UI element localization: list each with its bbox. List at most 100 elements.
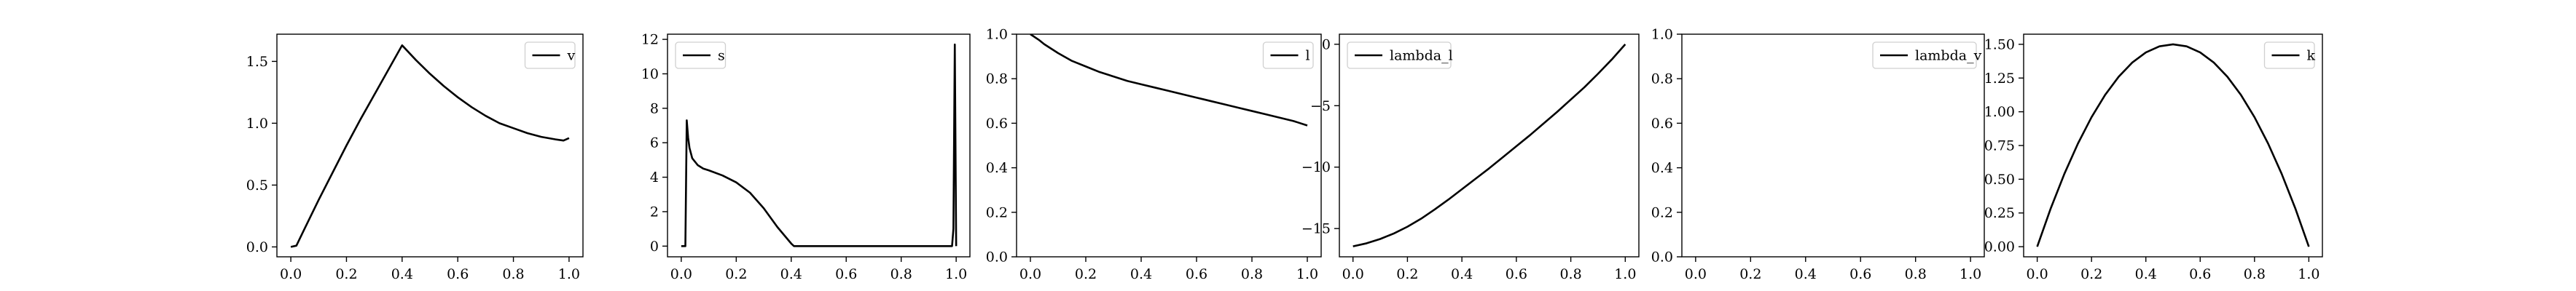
y-tick-label: −10 (1301, 159, 1331, 175)
legend-label: v (567, 48, 576, 64)
legend-label: l (1306, 48, 1310, 64)
legend-label: s (718, 48, 725, 64)
x-tick-label: 0.0 (1019, 266, 1041, 282)
series-line-k (2036, 43, 2310, 247)
axes-frame (1339, 33, 1640, 258)
y-tick-label: 0 (1322, 36, 1331, 52)
legend: v (524, 41, 576, 69)
x-tick-label: 0.8 (1559, 266, 1581, 282)
x-tick-label: 0.6 (1849, 266, 1871, 282)
chart-panel-5: 0.0 0.2 0.4 0.6 0.8 1.0 0.0 0.2 0.4 0.6 0.8 1.0 lamb… (1651, 27, 1985, 282)
y-tick-label: 1.0 (1651, 27, 1673, 43)
y-tick-label: 4 (650, 170, 659, 186)
y-tick-label: 2 (650, 204, 659, 220)
axes-frame (667, 33, 971, 258)
x-tick-label: 1.0 (1960, 266, 1981, 282)
x-tick-label: 0.6 (1506, 266, 1527, 282)
x-tick-label: 0.8 (1905, 266, 1927, 282)
legend-label: k (2307, 48, 2316, 64)
chart-panel-6: 0.0 0.2 0.4 0.6 0.8 1.0 0.00 0.25 0.50 0.75 1.00 1.… (1984, 33, 2323, 282)
y-tick-label: 10 (641, 66, 659, 82)
legend: lambda_v (1872, 41, 1982, 69)
legend-box (1347, 41, 1452, 69)
series-line-l (1030, 34, 1308, 127)
x-tick-label: 0.4 (1130, 266, 1152, 282)
y-tick-label: 6 (650, 135, 659, 151)
y-tick-label: 1.25 (1984, 71, 2015, 87)
y-tick-label: −5 (1310, 98, 1331, 114)
y-tick-label: 0.0 (986, 250, 1008, 266)
y-tick-label: 0.8 (1651, 71, 1673, 87)
x-tick-label: 0.6 (835, 266, 857, 282)
y-tick-label: −15 (1301, 221, 1331, 237)
y-tick-label: 0.0 (246, 239, 268, 255)
x-tick-label: 0.6 (2189, 266, 2211, 282)
x-tick-label: 0.8 (2244, 266, 2266, 282)
y-tick-label: 0.4 (1651, 160, 1673, 176)
axes-frame (1016, 33, 1322, 258)
y-tick-label: 1.00 (1984, 104, 2015, 120)
x-tick-label: 0.0 (1342, 266, 1364, 282)
y-tick-label: 0.4 (986, 160, 1008, 176)
y-tick-label: 1.0 (246, 116, 268, 132)
x-tick-label: 1.0 (945, 266, 967, 282)
x-tick-label: 0.4 (1795, 266, 1817, 282)
x-tick-label: 0.4 (2135, 266, 2157, 282)
x-tick-label: 0.6 (1186, 266, 1207, 282)
legend: k (2263, 41, 2316, 69)
y-tick-label: 0.50 (1984, 172, 2015, 188)
x-tick-label: 0.2 (1739, 266, 1761, 282)
x-tick-label: 1.0 (2298, 266, 2319, 282)
y-tick-label: 0 (650, 239, 659, 255)
y-tick-label: 0.6 (1651, 116, 1673, 132)
x-tick-label: 0.2 (2080, 266, 2102, 282)
x-tick-label: 0.2 (1396, 266, 1418, 282)
y-tick-label: 1.5 (246, 54, 268, 70)
legend: s (675, 41, 727, 69)
legend: lambda_l (1347, 41, 1453, 69)
x-tick-label: 0.8 (502, 266, 524, 282)
x-tick-label: 1.0 (1296, 266, 1318, 282)
x-tick-label: 0.4 (391, 266, 413, 282)
series-line-v (290, 44, 570, 248)
y-tick-label: 1.50 (1984, 36, 2015, 52)
y-tick-label: 0.8 (986, 71, 1008, 87)
x-tick-label: 0.2 (1075, 266, 1097, 282)
legend: l (1262, 41, 1314, 69)
x-tick-label: 0.0 (2027, 266, 2048, 282)
x-tick-label: 0.2 (335, 266, 357, 282)
y-tick-label: 1.0 (986, 27, 1008, 43)
y-tick-label: 0.00 (1984, 239, 2015, 255)
x-tick-label: 0.6 (447, 266, 469, 282)
y-tick-label: 12 (641, 32, 659, 48)
chart-panel-1: 0.0 0.2 0.4 0.6 0.8 1.0 0.0 0.5 1.0 1.5 v (246, 33, 584, 282)
x-tick-label: 0.0 (280, 266, 302, 282)
legend-box (1872, 41, 1977, 69)
x-tick-label: 0.8 (890, 266, 912, 282)
x-tick-label: 0.8 (1241, 266, 1263, 282)
legend-label: lambda_l (1390, 48, 1453, 64)
y-tick-label: 0.6 (986, 116, 1008, 132)
y-tick-label: 0.0 (1651, 250, 1673, 266)
chart-panel-2: 0.0 0.2 0.4 0.6 0.8 1.0 0 2 4 6 8 10 12 s (641, 32, 971, 282)
y-tick-label: 0.75 (1984, 138, 2015, 154)
y-tick-label: 0.25 (1984, 205, 2015, 221)
x-tick-label: 0.4 (780, 266, 802, 282)
y-tick-label: 8 (650, 100, 659, 116)
series-line-s (681, 43, 958, 247)
y-tick-label: 0.2 (986, 204, 1008, 220)
chart-panel-4: 0.0 0.2 0.4 0.6 0.8 1.0 −15 −10 −5 0 lambda_l (1301, 33, 1640, 282)
x-tick-label: 1.0 (558, 266, 580, 282)
axes-frame (1681, 33, 1985, 258)
x-tick-label: 1.0 (1614, 266, 1636, 282)
x-tick-label: 0.0 (670, 266, 692, 282)
y-tick-label: 0.5 (246, 178, 268, 194)
axes-frame (276, 33, 584, 258)
x-tick-label: 0.0 (1685, 266, 1707, 282)
legend-label: lambda_v (1915, 48, 1982, 64)
chart-panel-3: 0.0 0.2 0.4 0.6 0.8 1.0 0.0 0.2 0.4 0.6 0.8 1.0 l (986, 27, 1322, 282)
y-tick-label: 0.2 (1651, 204, 1673, 220)
series-line-lambda_l (1352, 43, 1626, 247)
x-tick-label: 0.4 (1451, 266, 1473, 282)
